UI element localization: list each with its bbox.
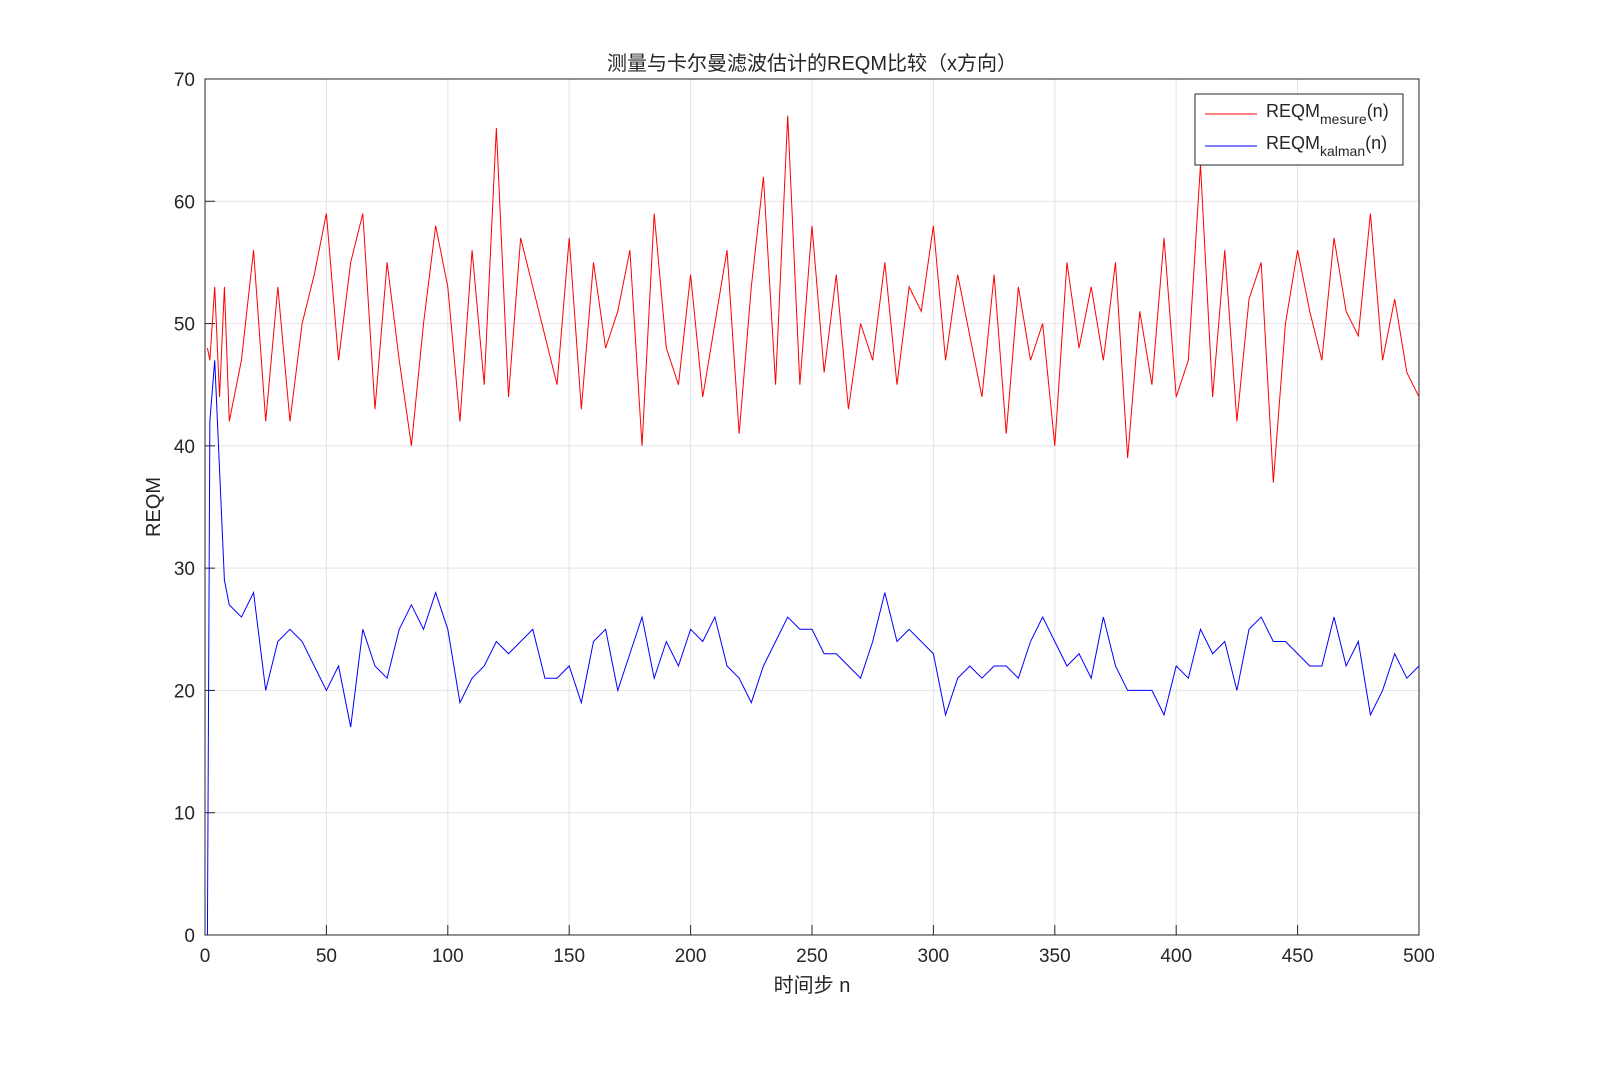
x-tick-label: 0 <box>200 946 211 967</box>
x-tick-label: 100 <box>432 946 464 967</box>
x-tick-label: 50 <box>316 946 337 967</box>
data-line <box>206 360 1420 936</box>
x-tick-label: 400 <box>1160 946 1192 967</box>
legend-subscript: kalman <box>1320 143 1365 159</box>
y-axis-label: REQM <box>143 477 165 537</box>
x-tick-label: 150 <box>553 946 585 967</box>
x-tick-label: 450 <box>1282 946 1314 967</box>
x-tick-label: 250 <box>796 946 828 967</box>
legend-name: REQM <box>1266 101 1320 121</box>
legend-name: REQM <box>1266 133 1320 153</box>
data-line <box>206 115 1420 483</box>
x-tick-label: 500 <box>1403 946 1435 967</box>
x-tick-label: 300 <box>918 946 950 967</box>
legend-box <box>1194 93 1404 166</box>
y-tick-label: 40 <box>174 437 195 458</box>
x-axis-label: 时间步 n <box>774 974 851 997</box>
y-tick-label: 20 <box>174 681 195 702</box>
legend-suffix: (n) <box>1365 133 1387 153</box>
y-tick-label: 50 <box>174 315 195 336</box>
chart-title: 测量与卡尔曼滤波估计的REQM比较（x方向） <box>607 52 1017 75</box>
y-tick-label: 70 <box>174 70 195 91</box>
x-tick-label: 350 <box>1039 946 1071 967</box>
legend-subscript: mesure <box>1320 111 1367 127</box>
y-tick-label: 30 <box>174 559 195 580</box>
y-tick-label: 60 <box>174 192 195 213</box>
x-tick-label: 200 <box>675 946 707 967</box>
legend-label: REQMmesure(n) <box>1266 101 1389 127</box>
legend-suffix: (n) <box>1367 101 1389 121</box>
plot-frame <box>204 78 1420 936</box>
legend-label: REQMkalman(n) <box>1266 133 1387 159</box>
y-tick-label: 10 <box>174 804 195 825</box>
y-tick-label: 0 <box>184 926 195 947</box>
